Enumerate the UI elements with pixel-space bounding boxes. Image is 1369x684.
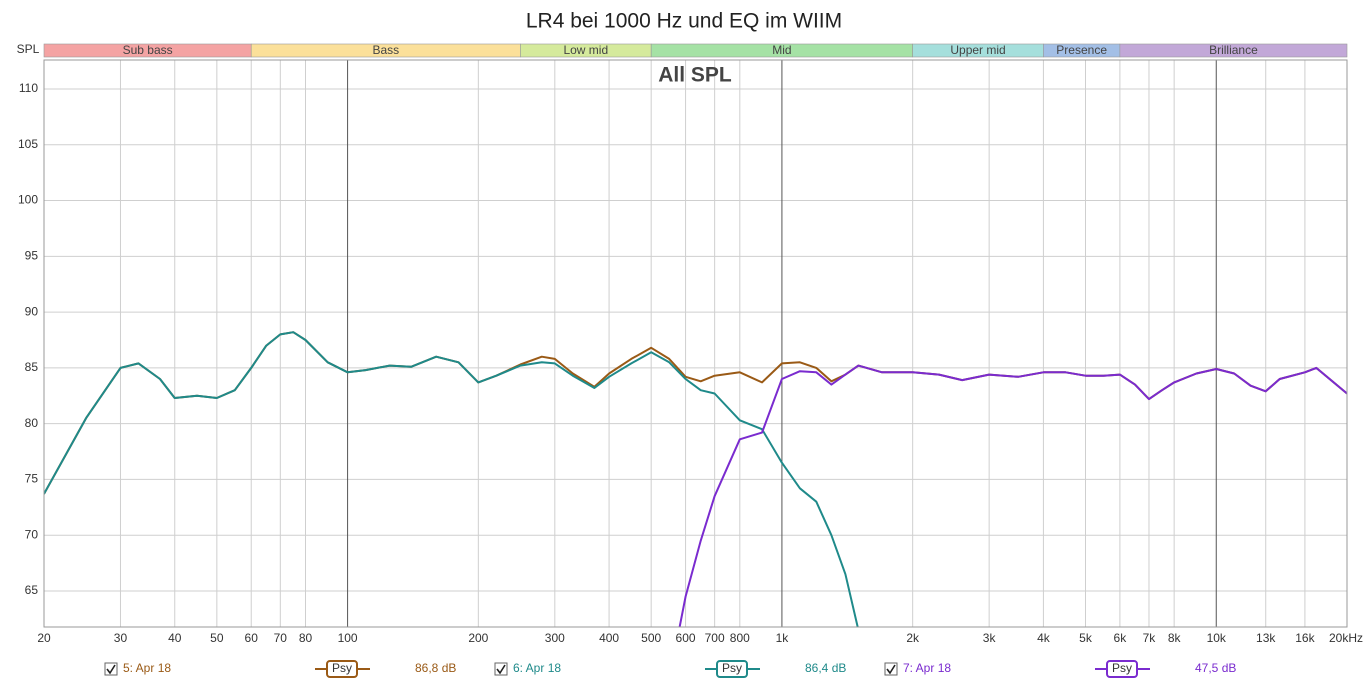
x-tick-label: 100 (338, 631, 358, 645)
legend-check (886, 664, 896, 675)
y-tick-label: 75 (25, 472, 39, 486)
x-tick-label: 40 (168, 631, 182, 645)
legend-check (496, 664, 506, 675)
legend-smoothing: Psy (1112, 661, 1132, 675)
band (1119, 43, 1348, 58)
legend-name: 7: Apr 18 (903, 661, 951, 675)
curves (44, 331, 1347, 627)
y-axis-label: SPL (17, 42, 40, 56)
x-tick-label: 10k (1207, 631, 1227, 645)
y-tick-label: 85 (25, 360, 39, 374)
legend-smoothing: Psy (722, 661, 742, 675)
y-tick-label: 100 (18, 193, 38, 207)
x-tick-label: 20kHz (1329, 631, 1363, 645)
y-tick-label: 110 (19, 81, 38, 95)
band-label: Low mid (563, 43, 608, 57)
x-tick-label: 70 (274, 631, 288, 645)
series-line (44, 331, 859, 627)
legend-checkbox[interactable] (104, 662, 118, 676)
x-tick-label: 60 (245, 631, 259, 645)
band-label: Presence (1056, 43, 1107, 57)
legend-swatch-box (326, 660, 358, 678)
legend-checkbox[interactable] (494, 662, 508, 676)
y-tick-label: 70 (25, 527, 39, 541)
legend-smoothing: Psy (332, 661, 352, 675)
band-label: Brilliance (1209, 43, 1258, 57)
series-line (678, 364, 1347, 627)
chart-title: LR4 bei 1000 Hz und EQ im WIIM (526, 10, 842, 33)
legend-swatch-box (1106, 660, 1138, 678)
y-tick-label: 80 (25, 416, 39, 430)
y-tick-label: 90 (25, 304, 39, 318)
legend-check (106, 664, 116, 675)
x-tick-label: 30 (114, 631, 128, 645)
plot-frame (43, 59, 1348, 628)
x-tick-label: 800 (730, 631, 750, 645)
x-tick-label: 8k (1168, 631, 1182, 645)
x-tick-label: 7k (1143, 631, 1157, 645)
legend-swatch-box (716, 660, 748, 678)
x-tick-label: 2k (906, 631, 920, 645)
x-tick-label: 300 (545, 631, 565, 645)
legend-name: 5: Apr 18 (123, 661, 171, 675)
inner-title: All SPL (658, 64, 732, 87)
x-tick-label: 200 (468, 631, 488, 645)
x-tick-label: 80 (299, 631, 313, 645)
x-tick-label: 600 (676, 631, 696, 645)
legend-name: 6: Apr 18 (513, 661, 561, 675)
band-label: Upper mid (950, 43, 1005, 57)
legend-level: 86,8 dB (415, 661, 456, 675)
x-tick-label: 16k (1295, 631, 1315, 645)
y-tick-label: 65 (25, 583, 39, 597)
legend-checkbox[interactable] (884, 662, 898, 676)
x-tick-label: 20 (37, 631, 51, 645)
band-label: Sub bass (123, 43, 173, 57)
x-tick-label: 50 (210, 631, 224, 645)
legend-level: 47,5 dB (1195, 661, 1236, 675)
x-tick-label: 4k (1037, 631, 1051, 645)
x-tick-label: 13k (1256, 631, 1276, 645)
x-tick-label: 400 (599, 631, 619, 645)
x-tick-label: 6k (1114, 631, 1128, 645)
y-tick-label: 105 (18, 137, 38, 151)
x-tick-label: 1k (776, 631, 790, 645)
x-tick-label: 5k (1079, 631, 1093, 645)
x-tick-label: 500 (641, 631, 661, 645)
band-label: Mid (772, 43, 791, 57)
x-tick-label: 700 (705, 631, 725, 645)
band-label: Bass (372, 43, 399, 57)
y-tick-label: 95 (25, 248, 39, 262)
x-tick-label: 3k (983, 631, 997, 645)
grid (43, 60, 1348, 627)
legend-level: 86,4 dB (805, 661, 846, 675)
